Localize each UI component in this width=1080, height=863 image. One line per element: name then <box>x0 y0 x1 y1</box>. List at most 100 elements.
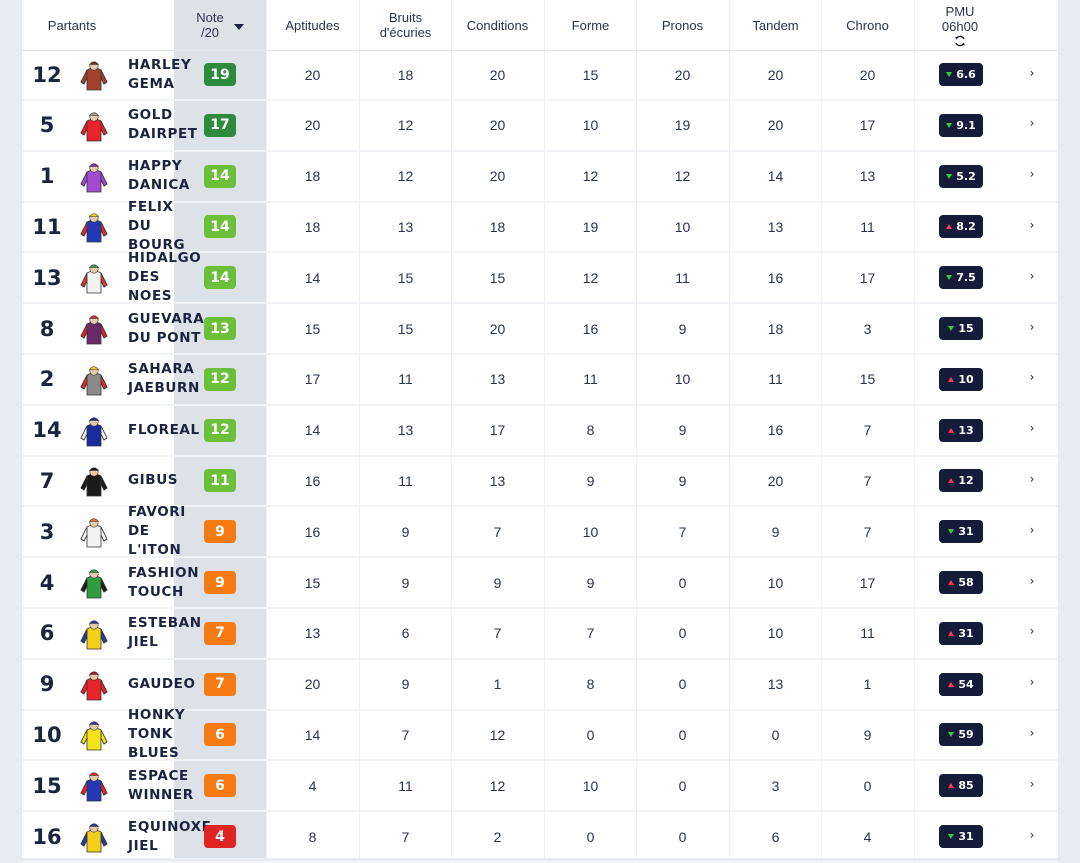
note-badge: 17 <box>204 113 236 137</box>
horse-name[interactable]: EQUINOXE JIEL <box>128 818 212 854</box>
table-row[interactable]: 3 FAVORI DE L'ITON 9 16 9 7 10 7 9 7 31 › <box>22 504 1058 559</box>
score-chrono: 17 <box>859 269 876 286</box>
header-pmu[interactable]: PMU 06h00 <box>914 0 1006 50</box>
table-row[interactable]: 5 GOLD DAIRPET 17 20 12 20 10 19 20 17 9.1 › <box>22 101 1058 152</box>
jockey-silk-icon <box>80 213 108 243</box>
table-row[interactable]: 16 EQUINOXE JIEL 4 8 7 2 0 0 6 4 31 › <box>22 812 1058 863</box>
table-row[interactable]: 8 GUEVARA DU PONT 13 15 15 20 16 9 18 3 15 › <box>22 304 1058 355</box>
table-row[interactable]: 10 HONKY TONK BLUES 6 14 7 12 0 0 0 9 59 › <box>22 707 1058 762</box>
horse-number: 10 <box>32 722 62 747</box>
table-row[interactable]: 12 HARLEY GEMA 19 20 18 20 15 20 20 20 6.6 › <box>22 50 1058 101</box>
chevron-right-icon[interactable]: › <box>1029 370 1035 385</box>
score-aptitudes: 16 <box>304 523 321 540</box>
score-chrono: 7 <box>863 523 872 540</box>
horse-name[interactable]: FLOREAL <box>128 421 200 438</box>
score-bruits-ecuries: 9 <box>401 523 410 540</box>
horse-name[interactable]: HAPPY DANICA <box>128 158 190 194</box>
table-row[interactable]: 9 GAUDEO 7 20 9 1 8 0 13 1 54 › <box>22 660 1058 711</box>
horse-name[interactable]: SAHARA JAEBURN <box>128 361 200 397</box>
trend-down-icon <box>948 834 955 839</box>
header-partants[interactable]: Partants <box>47 17 97 33</box>
score-conditions: 13 <box>489 371 506 388</box>
horse-name[interactable]: ESPACE WINNER <box>128 767 194 803</box>
score-bruits-ecuries: 9 <box>401 574 410 591</box>
horse-name[interactable]: ESTEBAN JIEL <box>128 615 202 651</box>
chevron-right-icon[interactable]: › <box>1029 573 1035 588</box>
horse-name[interactable]: FAVORI DE L'ITON <box>128 504 186 559</box>
table-row[interactable]: 6 ESTEBAN JIEL 7 13 6 7 7 0 10 11 31 › <box>22 609 1058 660</box>
horse-name[interactable]: GOLD DAIRPET <box>128 107 198 143</box>
horse-name[interactable]: GUEVARA DU PONT <box>128 310 205 346</box>
trend-down-icon <box>946 275 953 281</box>
pmu-odds-value: 31 <box>958 626 974 640</box>
header-bruits-ecuries[interactable]: Bruits d'écuries <box>359 0 452 50</box>
pmu-odds-badge: 10 <box>939 367 983 391</box>
table-row[interactable]: 7 GIBUS 11 16 11 13 9 9 20 7 12 › <box>22 456 1058 508</box>
chevron-right-icon[interactable]: › <box>1029 725 1035 740</box>
jockey-silk-icon <box>80 569 108 599</box>
chevron-right-icon[interactable]: › <box>1029 675 1035 690</box>
score-chrono: 3 <box>863 320 872 337</box>
score-conditions: 9 <box>493 574 502 591</box>
chevron-right-icon[interactable]: › <box>1029 217 1035 232</box>
chevron-right-icon[interactable]: › <box>1029 65 1035 80</box>
chevron-right-icon[interactable]: › <box>1029 624 1035 639</box>
note-badge: 11 <box>204 469 236 493</box>
score-pronos: 0 <box>678 574 687 591</box>
refresh-icon[interactable] <box>954 35 966 47</box>
score-bruits-ecuries: 12 <box>397 168 414 185</box>
horse-name[interactable]: HIDALGO DES NOES <box>128 250 202 305</box>
table-row[interactable]: 11 FELIX DU BOURG 14 18 13 18 19 10 13 11 8.2 › <box>22 199 1058 254</box>
chevron-right-icon[interactable]: › <box>1029 471 1035 486</box>
table-row[interactable]: 1 HAPPY DANICA 14 18 12 20 12 12 14 13 5.2 › <box>22 152 1058 203</box>
pmu-odds-badge: 9.1 <box>939 113 983 137</box>
score-forme: 10 <box>582 523 599 540</box>
header-label: Aptitudes <box>285 17 340 33</box>
pmu-odds-value: 31 <box>958 830 974 843</box>
horse-name[interactable]: GAUDEO <box>128 675 196 692</box>
jockey-silk-icon <box>80 61 108 91</box>
table-row[interactable]: 14 FLOREAL 12 14 13 17 8 9 16 7 13 › <box>22 406 1058 457</box>
table-row[interactable]: 13 HIDALGO DES NOES 14 14 15 15 12 11 16 17 7.5 › <box>22 250 1058 305</box>
column-divider <box>636 0 637 858</box>
trend-down-icon <box>948 529 955 535</box>
header-tandem[interactable]: Tandem <box>729 0 822 50</box>
score-pronos: 9 <box>678 320 687 337</box>
chevron-right-icon[interactable]: › <box>1029 776 1035 791</box>
header-conditions[interactable]: Conditions <box>451 0 544 50</box>
header-chrono[interactable]: Chrono <box>821 0 914 50</box>
horse-name[interactable]: HONKY TONK BLUES <box>128 707 186 762</box>
column-divider <box>359 0 360 858</box>
score-pronos: 9 <box>678 422 687 439</box>
note-badge: 6 <box>204 723 236 747</box>
horse-number: 11 <box>32 214 62 239</box>
horse-name[interactable]: GIBUS <box>128 472 179 489</box>
score-tandem: 3 <box>771 777 780 794</box>
score-pronos: 11 <box>675 269 690 286</box>
horse-name[interactable]: HARLEY GEMA <box>128 56 192 92</box>
chevron-right-icon[interactable]: › <box>1029 827 1035 842</box>
table-row[interactable]: 15 ESPACE WINNER 6 4 11 12 10 0 3 0 85 › <box>22 761 1058 813</box>
horse-name[interactable]: FASHION TOUCH <box>128 564 200 600</box>
note-badge: 14 <box>204 215 236 239</box>
chevron-right-icon[interactable]: › <box>1029 167 1035 182</box>
score-aptitudes: 18 <box>304 218 321 235</box>
score-conditions: 2 <box>493 828 502 845</box>
score-tandem: 20 <box>767 117 784 134</box>
chevron-right-icon[interactable]: › <box>1029 116 1035 131</box>
table-row[interactable]: 4 FASHION TOUCH 9 15 9 9 9 0 10 17 58 › <box>22 558 1058 609</box>
header-label: Tandem <box>752 17 799 33</box>
jockey-silk-icon <box>80 772 108 802</box>
chevron-right-icon[interactable]: › <box>1029 268 1035 283</box>
header-pronos[interactable]: Pronos <box>636 0 729 50</box>
chevron-right-icon[interactable]: › <box>1029 522 1035 537</box>
score-bruits-ecuries: 6 <box>401 625 410 642</box>
pmu-odds-value: 9.1 <box>956 118 976 132</box>
chevron-right-icon[interactable]: › <box>1029 421 1035 436</box>
header-aptitudes[interactable]: Aptitudes <box>266 0 359 50</box>
table-row[interactable]: 2 SAHARA JAEBURN 12 17 11 13 11 10 11 15 10 › <box>22 355 1058 406</box>
horse-name[interactable]: FELIX DU BOURG <box>128 199 186 254</box>
header-note-sort[interactable]: Note /20 <box>174 0 266 50</box>
chevron-right-icon[interactable]: › <box>1029 319 1035 334</box>
header-forme[interactable]: Forme <box>544 0 637 50</box>
